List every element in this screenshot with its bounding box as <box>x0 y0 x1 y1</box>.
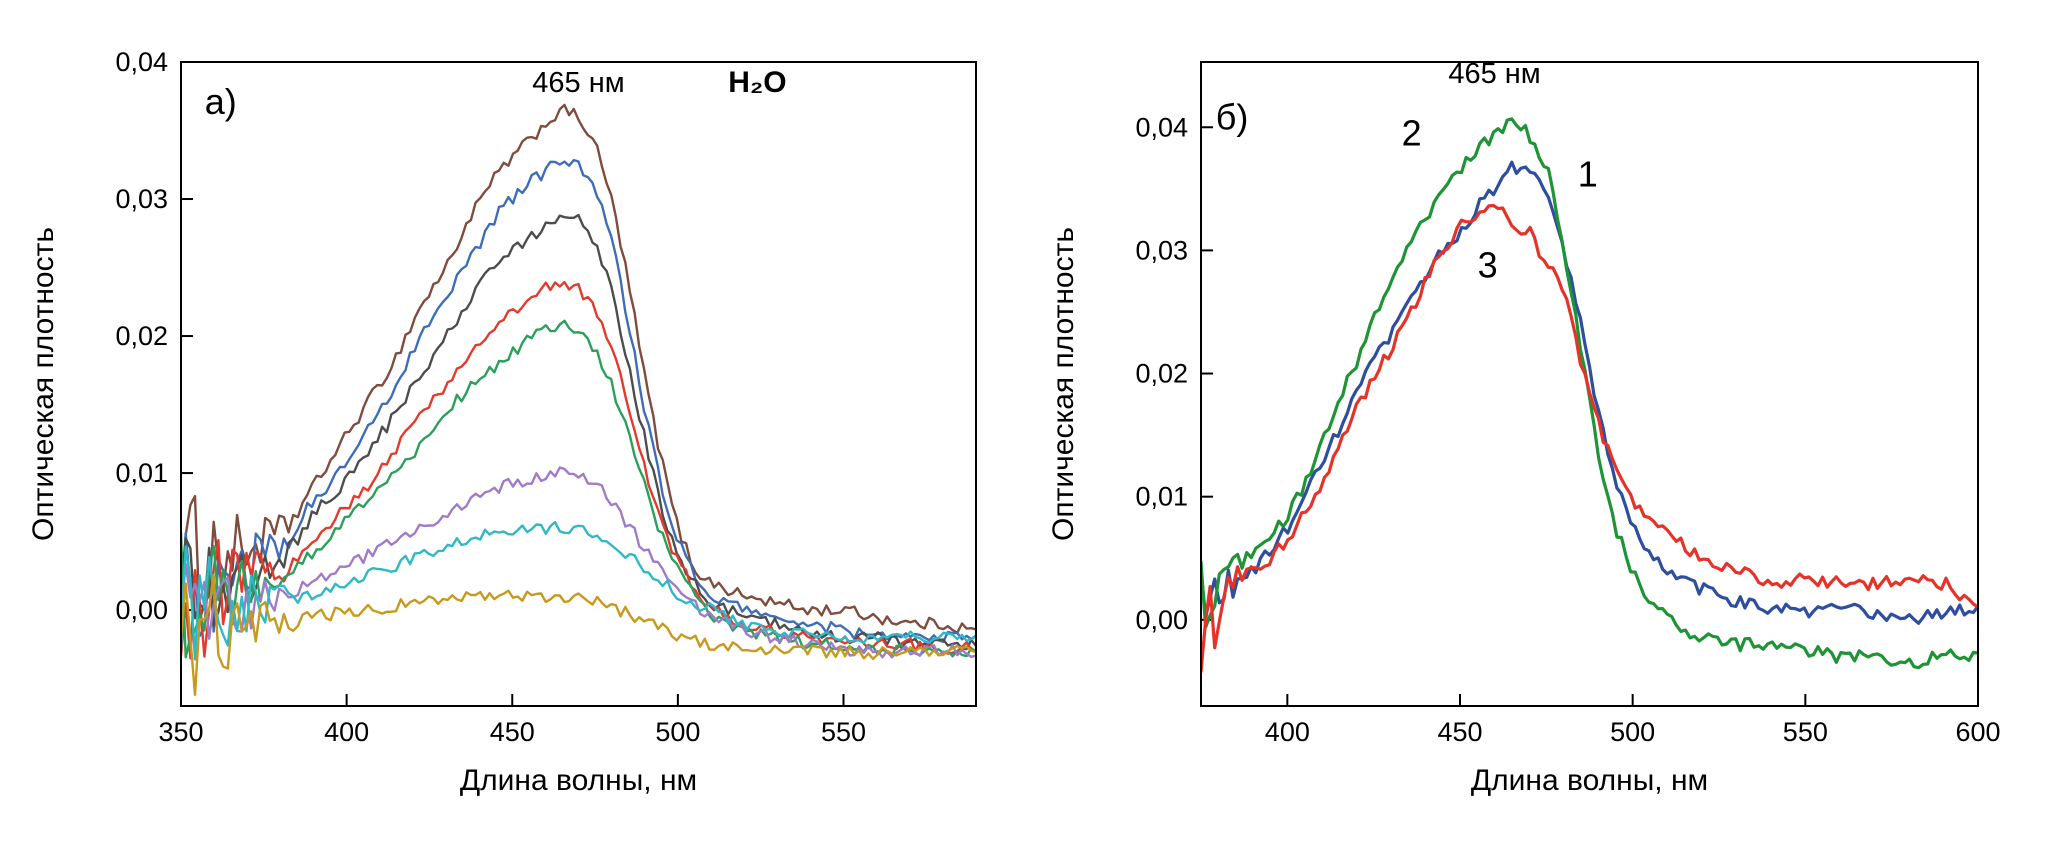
y-axis-label: Оптическая плотность <box>1047 227 1080 541</box>
x-tick-label: 450 <box>490 717 535 747</box>
y-tick-label: 0,04 <box>1135 112 1188 142</box>
y-axis-label: Оптическая плотность <box>27 227 60 541</box>
y-tick-label: 0,02 <box>115 321 168 351</box>
chart-panel-b: 400 450 500 550 600 0,00 0,01 0,02 0,03 0,04 Длина… <box>1040 0 2067 847</box>
annotation-0: 465 нм <box>532 67 624 99</box>
series-line-3 <box>1202 203 1977 673</box>
series-line-spectrum-5 <box>182 319 975 659</box>
y-tick-label: 0,01 <box>115 458 168 488</box>
x-tick-label: 600 <box>1955 717 2000 747</box>
x-axis-label: Длина волны, нм <box>1471 764 1708 797</box>
y-tick-label: 0,00 <box>115 595 168 625</box>
chart-panel-a: 350 400 450 500 550 0,00 0,01 0,02 0,03 0,04 Длина… <box>27 47 977 797</box>
series-label-2: 2 <box>1402 113 1422 154</box>
x-tick-label: 400 <box>324 717 369 747</box>
chart-svg-panel-b: 400 450 500 550 600 0,00 0,01 0,02 0,03 0,04 Длина… <box>1047 58 2001 797</box>
panel-label: а) <box>205 81 237 122</box>
x-tick-label: 350 <box>158 717 203 747</box>
x-tick-label: 400 <box>1265 717 1310 747</box>
series-line-spectrum-6 <box>182 466 975 659</box>
axes-frame <box>180 61 977 707</box>
series-group <box>1202 117 1977 673</box>
x-tick-label: 550 <box>821 717 866 747</box>
axes-frame <box>1200 61 1979 707</box>
x-axis-label: Длина волны, нм <box>460 764 697 797</box>
x-tick-label: 450 <box>1437 717 1482 747</box>
x-tick-label: 500 <box>655 717 700 747</box>
x-tick-label: 550 <box>1783 717 1828 747</box>
annotation-1: H₂O <box>728 66 786 99</box>
series-group <box>182 103 975 696</box>
y-tick-label: 0,03 <box>1135 235 1188 265</box>
series-line-spectrum-2 <box>182 158 975 644</box>
chart-svg-panel-a: 350 400 450 500 550 0,00 0,01 0,02 0,03 0,04 Длина… <box>27 47 977 797</box>
series-line-spectrum-1 <box>182 103 975 640</box>
series-line-spectrum-7 <box>182 521 975 661</box>
series-line-1 <box>1202 160 1977 625</box>
y-tick-label: 0,03 <box>115 184 168 214</box>
series-label-3: 3 <box>1478 244 1498 285</box>
y-tick-label: 0,02 <box>1135 359 1188 389</box>
series-line-spectrum-3 <box>182 213 975 651</box>
y-tick-label: 0,01 <box>1135 482 1188 512</box>
y-tick-label: 0,04 <box>115 47 168 77</box>
y-tick-label: 0,00 <box>1135 605 1188 635</box>
series-line-spectrum-4 <box>182 280 975 660</box>
x-tick-label: 500 <box>1610 717 1655 747</box>
series-label-1: 1 <box>1578 153 1598 194</box>
series-line-spectrum-8 <box>182 574 975 696</box>
panel-label: б) <box>1216 97 1249 138</box>
annotation-0: 465 нм <box>1448 58 1540 90</box>
